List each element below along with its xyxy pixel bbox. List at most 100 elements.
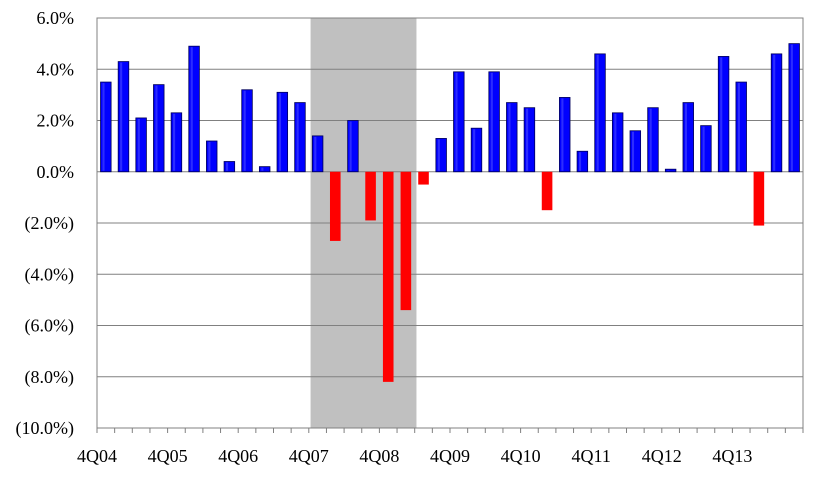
y-tick-label: 6.0% [37,8,75,28]
bar-edge [506,102,518,173]
bar-fill [718,56,729,172]
bar-highlight [667,170,670,171]
bar-highlight [790,44,793,171]
bar-highlight [278,93,282,171]
bar [735,81,747,173]
bar-highlight [473,129,476,171]
x-tick-label: 4Q05 [148,446,188,466]
bar-edge [611,112,624,173]
bar-fill [771,53,782,172]
bar-fill [135,117,147,172]
bar-highlight [561,98,564,171]
bar [770,53,783,173]
bar-edge [347,120,359,173]
bar-highlight [261,167,264,171]
bar-fill [382,171,394,382]
bar-fill [435,138,447,172]
bar-highlight [455,72,458,171]
bar-fill [506,102,518,172]
x-tick-label: 4Q13 [712,446,752,466]
bar-highlight [490,72,493,171]
bar-highlight [120,62,123,171]
bar-highlight [773,54,776,171]
x-tick-label: 4Q10 [501,446,541,466]
bar [153,84,165,173]
bar-highlight [190,47,193,171]
bar [100,81,112,173]
bar-highlight [173,113,176,171]
bar [788,43,800,173]
y-tick-label: 0.0% [37,162,75,182]
bar-fill [153,84,165,172]
bar [541,171,553,211]
bar [576,150,589,173]
bar-fill [577,151,588,172]
bar [506,102,518,173]
bar-highlight [349,121,352,171]
bar-highlight [631,131,635,171]
bar [647,107,659,173]
bar [382,171,394,382]
bar-edge [258,166,271,173]
bar-fill [700,125,712,172]
bar-highlight [578,152,582,171]
bar-highlight [702,126,705,171]
x-tick-label: 4Q08 [359,446,399,466]
bar-fill [788,43,800,172]
bar-edge [188,45,200,173]
x-tick-label: 4Q07 [289,446,329,466]
bar-highlight [737,83,740,171]
bar-fill [665,169,676,172]
y-tick-label: (6.0%) [25,316,74,337]
bar-edge [311,135,324,173]
bar-edge [700,125,712,173]
bar-edge [100,81,112,173]
bar-fill [559,97,571,172]
bar-highlight [720,57,723,171]
bar [117,61,130,173]
bar-edge [470,127,483,173]
bar [365,171,376,221]
y-tick-label: 4.0% [37,59,75,79]
bar-fill [277,92,288,172]
bar [435,138,447,173]
bar [418,171,429,185]
bar [594,53,606,173]
bar-fill [541,171,553,211]
bar [311,135,324,173]
bar-highlight [225,162,229,171]
bar-highlight [596,54,599,171]
bar [523,107,536,173]
bar-edge [135,117,147,173]
bar [329,171,341,241]
bars [100,43,800,382]
x-tick-label: 4Q04 [77,446,117,466]
bar [188,45,200,173]
bar [258,166,271,173]
bar-fill [100,82,112,172]
bar-fill [241,89,253,172]
bar-highlight [684,103,688,171]
bar-edge [488,71,500,173]
y-tick-label: (8.0%) [25,367,74,388]
bar-edge [241,89,253,173]
bar [682,102,694,173]
bar-fill [400,171,412,311]
bar [470,127,483,173]
bar-fill [312,135,323,172]
bar-fill [594,53,606,172]
bar-highlight [137,118,140,171]
bar-fill [647,107,659,172]
bar-edge [294,102,306,173]
bar-edge [594,53,606,173]
bar [717,56,730,173]
bar-highlight [649,108,652,171]
bar-edge [576,150,589,173]
bar-fill [329,171,341,241]
bar-fill [524,107,535,172]
x-tick-label: 4Q06 [218,446,258,466]
bar-edge [453,71,465,173]
bar [664,168,677,173]
bar [347,120,359,173]
